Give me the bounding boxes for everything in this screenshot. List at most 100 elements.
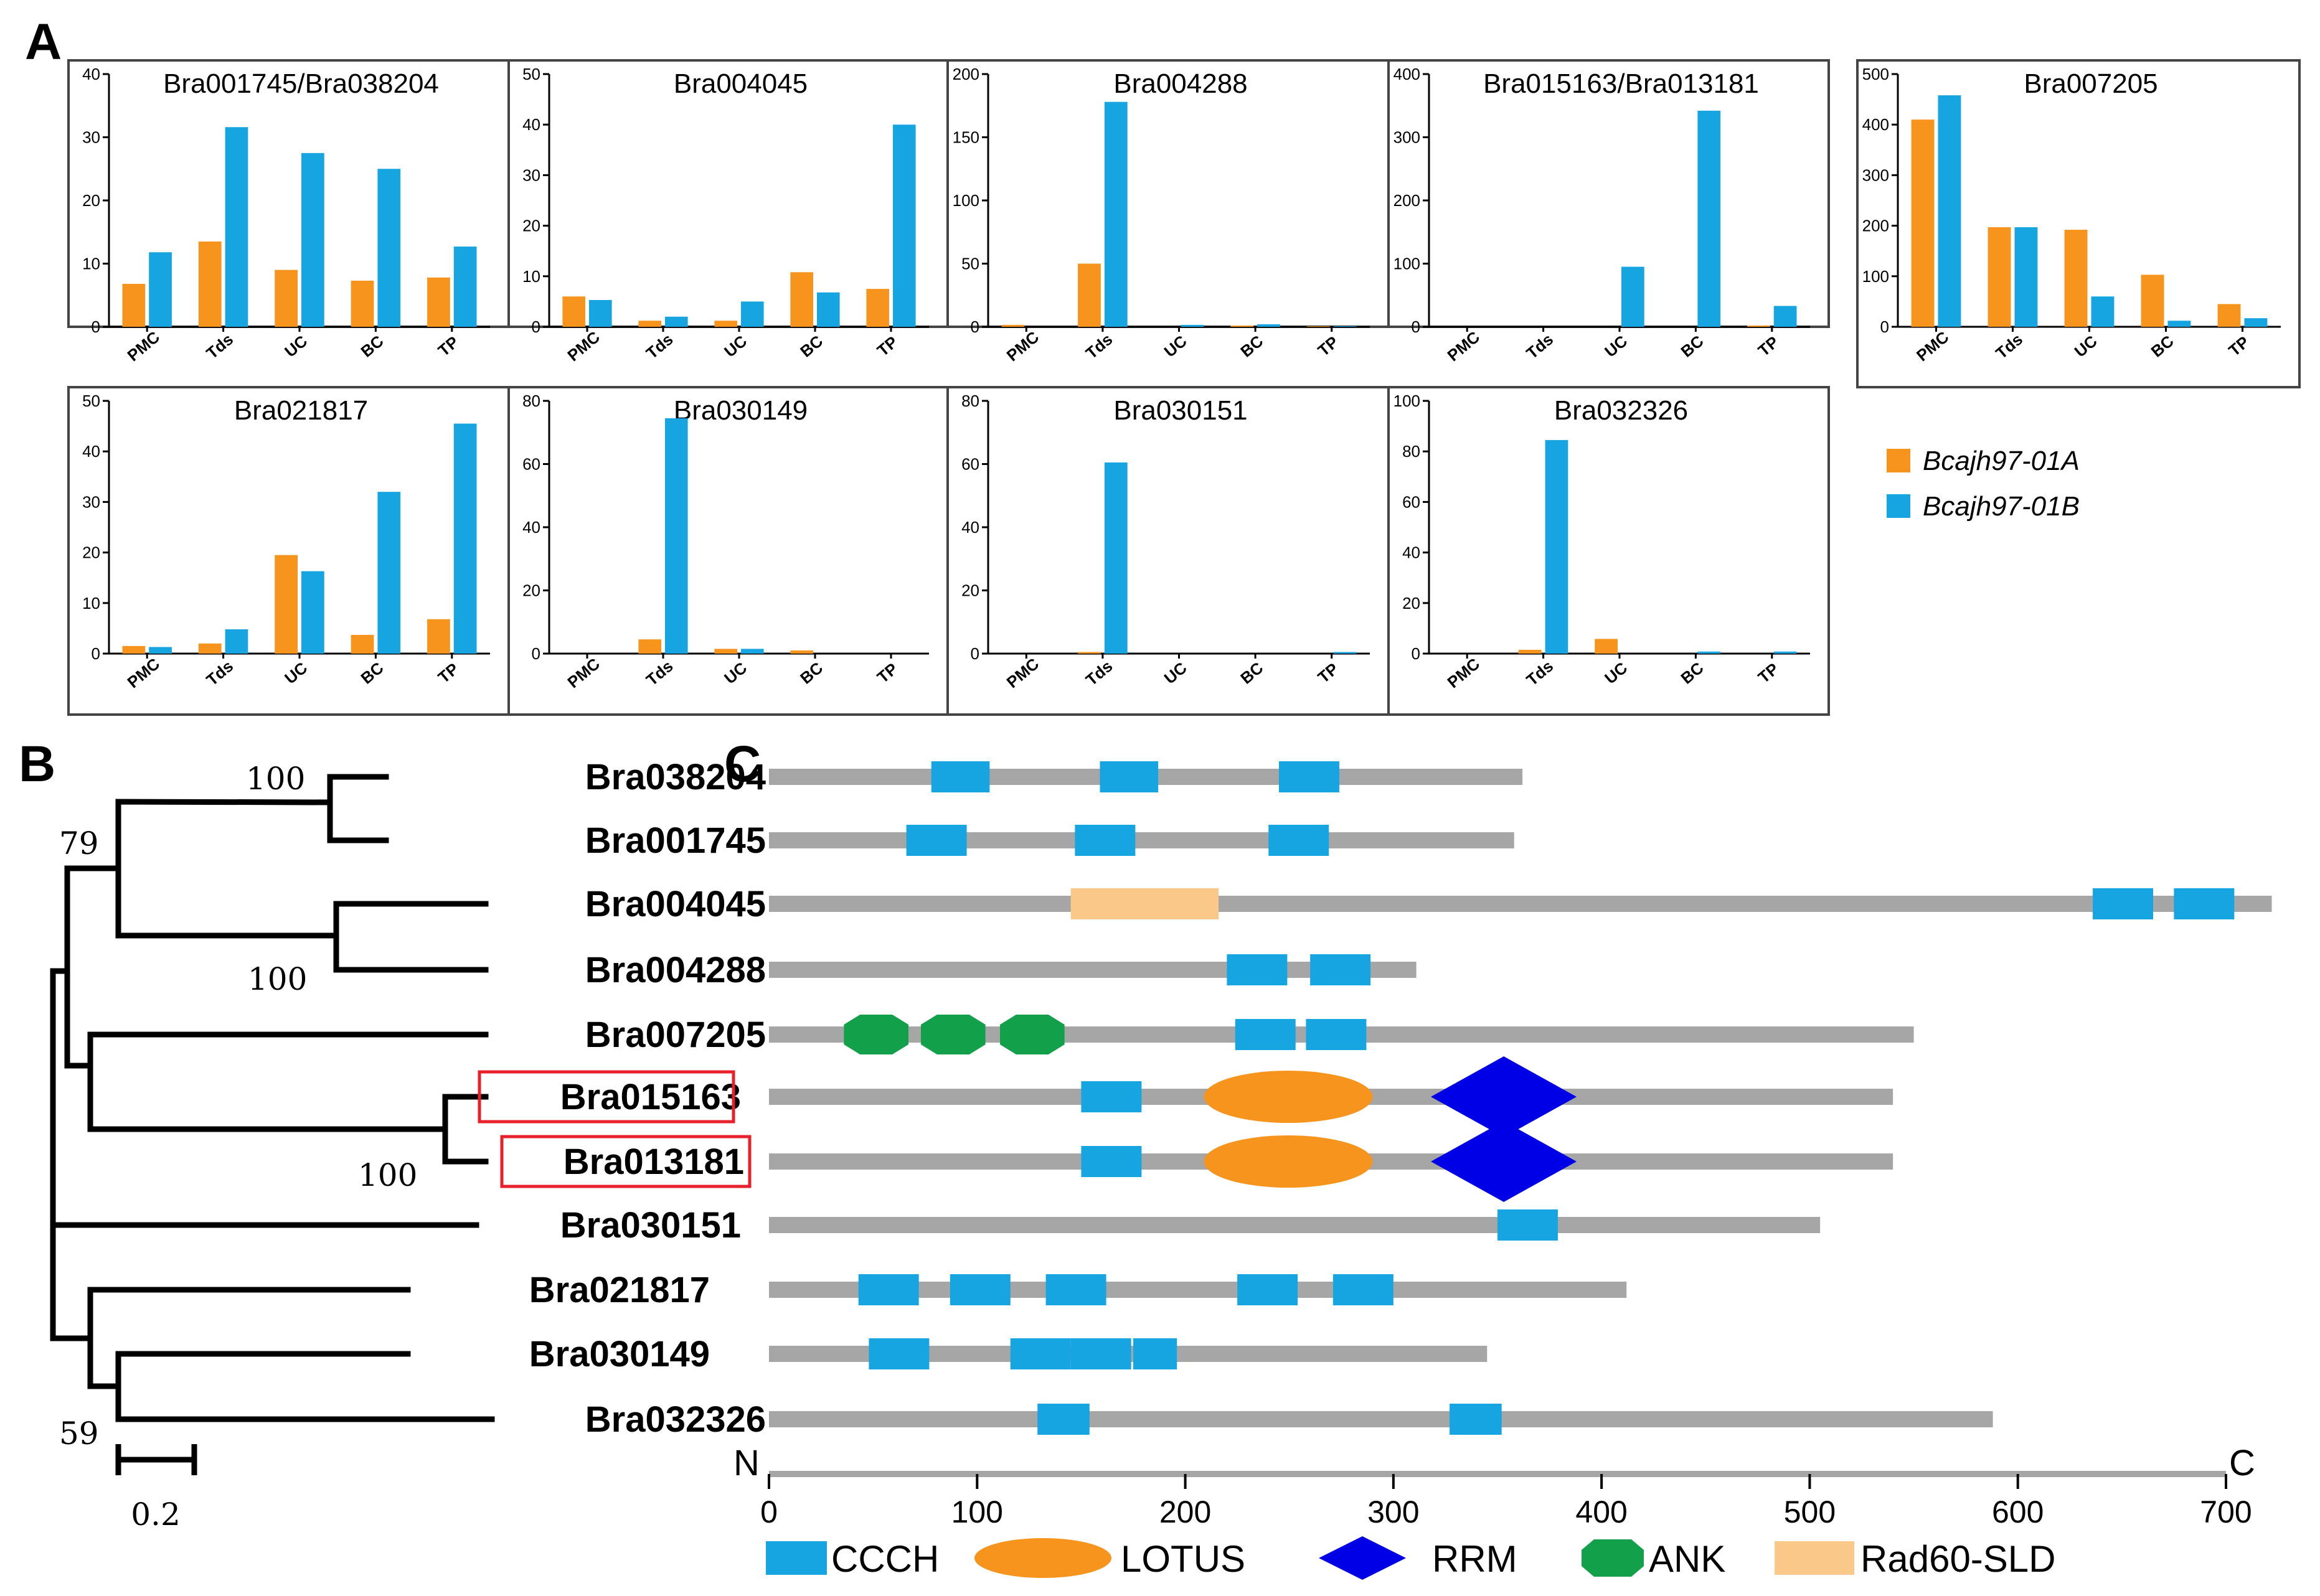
bar-b	[149, 252, 172, 327]
x-tick-label: UC	[1601, 658, 1631, 687]
bar-b	[817, 292, 840, 327]
bar-a	[1306, 326, 1330, 327]
domain-ank	[844, 1015, 908, 1054]
bar-b	[665, 418, 688, 654]
y-tick-label: 80	[1402, 442, 1420, 461]
mini-chart: Bra001745/Bra038204 0 10 20 30 40 PMC Tds UC BC TP	[67, 59, 510, 365]
bar-a	[714, 649, 737, 654]
x-tick-label: PMC	[124, 327, 164, 365]
domain-ccch	[1237, 1274, 1298, 1305]
protein-bar	[769, 896, 2272, 912]
domain-ccch	[1075, 825, 1136, 856]
bar-b	[1938, 95, 1961, 327]
bar-a	[790, 650, 813, 654]
axis-n-label: N	[733, 1443, 760, 1483]
leaf-label: Bra021817	[529, 1270, 710, 1310]
x-tick-label: TP	[874, 659, 902, 687]
x-tick-label: PMC	[563, 654, 603, 692]
bar-b	[1773, 651, 1797, 654]
mini-chart: Bra030149 0 20 40 60 80 PMC Tds UC BC TP	[507, 386, 949, 716]
tree-branch	[115, 1351, 495, 1422]
bar-b	[2014, 227, 2038, 327]
legend-c: CCCH LOTUS RRM ANK Rad60-SLD	[766, 1536, 2056, 1580]
bar-b	[453, 246, 477, 327]
leaf-label: Bra030149	[529, 1334, 710, 1374]
tree-branch	[327, 774, 389, 843]
x-tick-label: PMC	[1444, 654, 1484, 692]
y-tick-label: 10	[82, 255, 100, 273]
panel-label-b: B	[19, 736, 55, 792]
x-tick-label: BC	[1677, 658, 1707, 687]
chart-title: Bra030149	[674, 395, 808, 426]
bar-a	[1078, 263, 1101, 327]
x-tick-label: Tds	[1992, 330, 2026, 363]
protein-bar	[769, 832, 1514, 848]
mini-chart: Bra030151 0 20 40 60 80 PMC Tds UC BC TP	[946, 386, 1390, 716]
leaf-label: Bra001745	[585, 820, 766, 861]
chart-frame	[1387, 386, 1830, 716]
legend-ccch-swatch	[766, 1541, 827, 1575]
bar-a	[1078, 652, 1101, 654]
leaf-label: Bra004288	[585, 950, 766, 990]
x-tick-label: Tds	[1082, 657, 1116, 690]
domain-rrm	[1431, 1056, 1577, 1137]
bar-b	[1104, 101, 1128, 327]
y-tick-label: 0	[1412, 317, 1420, 336]
y-tick-label: 10	[522, 267, 540, 286]
x-tick-label: TP	[1314, 659, 1342, 687]
bootstrap-label: 100	[246, 761, 305, 797]
leaf-label: Bra030151	[560, 1205, 741, 1246]
domain-ccch	[1310, 954, 1371, 985]
y-tick-label: 100	[1393, 255, 1420, 273]
length-tick-label: 100	[951, 1495, 1003, 1529]
x-tick-label: BC	[796, 658, 826, 687]
domain-rad60	[1070, 888, 1219, 919]
x-tick-label: UC	[1601, 331, 1631, 360]
protein-bar	[769, 962, 1417, 978]
y-tick-label: 0	[92, 317, 100, 336]
tree-branch	[64, 865, 121, 1069]
mini-chart: Bra004288 0 50 100 150 200 PMC Tds UC BC TP	[946, 59, 1390, 365]
y-tick-label: 0	[532, 644, 540, 663]
chart-title: Bra004288	[1113, 68, 1247, 99]
y-tick-label: 0	[971, 644, 979, 663]
bar-b	[741, 301, 764, 327]
bar-a	[351, 280, 374, 327]
legend-swatch-b	[1887, 494, 1910, 518]
x-tick-label: UC	[281, 658, 311, 687]
bar-a	[1001, 324, 1025, 327]
y-tick-label: 30	[522, 166, 540, 184]
bar-a	[122, 283, 146, 327]
x-tick-label: UC	[720, 658, 750, 687]
x-tick-label: PMC	[1003, 654, 1043, 692]
x-tick-label: BC	[1237, 658, 1266, 687]
bar-b	[1104, 462, 1128, 654]
tree-branch	[50, 968, 93, 1341]
domain-lotus	[1204, 1135, 1373, 1188]
y-tick-label: 400	[1862, 115, 1889, 134]
domain-ccch	[1045, 1274, 1106, 1305]
legend-label: Rad60-SLD	[1860, 1538, 2056, 1580]
bar-a	[2217, 304, 2241, 327]
y-tick-label: 50	[961, 255, 979, 273]
legend-label: LOTUS	[1121, 1538, 1245, 1580]
bar-a	[427, 277, 450, 327]
x-tick-label: UC	[281, 331, 311, 360]
x-tick-label: TP	[435, 659, 463, 687]
y-tick-label: 20	[82, 191, 100, 210]
legend-label: ANK	[1649, 1538, 1725, 1580]
x-tick-label: UC	[2071, 331, 2101, 360]
domain-ank	[1000, 1015, 1065, 1054]
domain-rrm	[1431, 1121, 1577, 1202]
y-tick-label: 60	[522, 455, 540, 474]
y-tick-label: 200	[1393, 191, 1420, 210]
y-tick-label: 30	[82, 492, 100, 511]
tree-branch	[87, 1031, 489, 1132]
domain-ccch	[1081, 1081, 1142, 1112]
y-tick-label: 400	[1393, 65, 1420, 83]
length-tick-label: 600	[1992, 1495, 2044, 1529]
legend-label: CCCH	[831, 1538, 939, 1580]
chart-frame	[946, 59, 1390, 328]
x-tick-label: UC	[720, 331, 750, 360]
domain-ccch	[1497, 1209, 1558, 1241]
